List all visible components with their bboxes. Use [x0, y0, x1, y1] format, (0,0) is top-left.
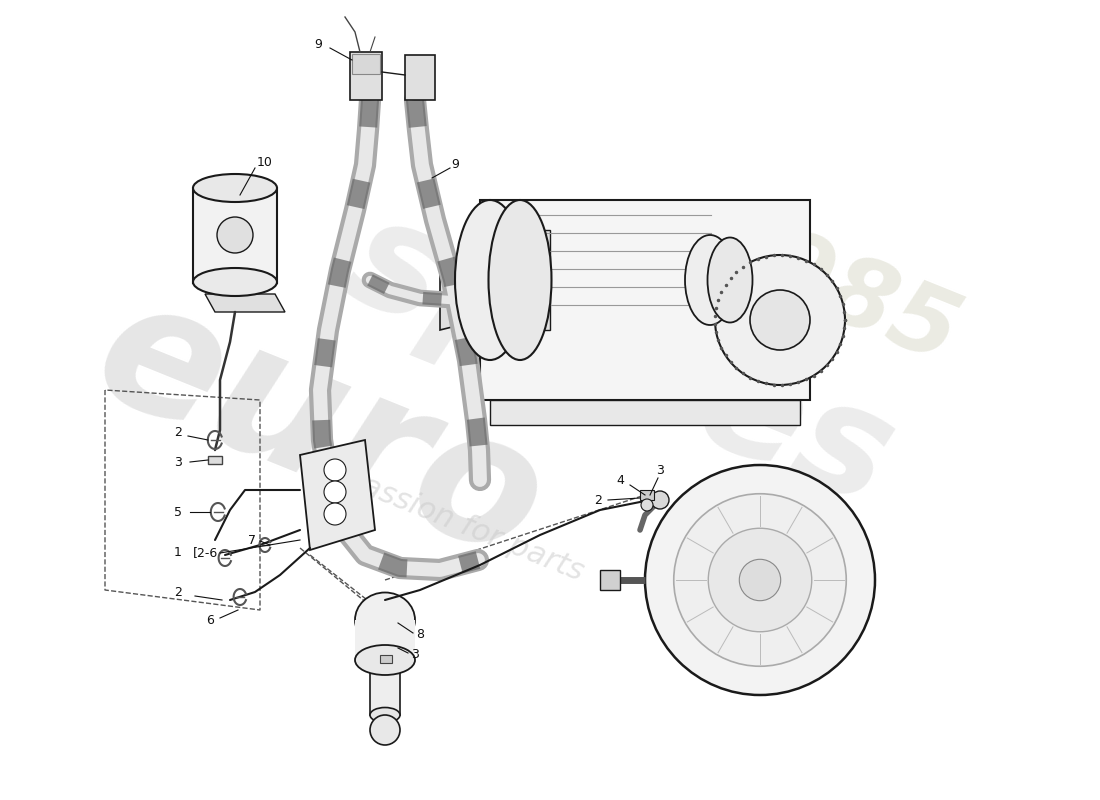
Ellipse shape — [685, 235, 735, 325]
Bar — [350, 52, 382, 100]
Polygon shape — [480, 230, 550, 330]
Text: [2-6: [2-6 — [192, 546, 218, 559]
Bar — [379, 655, 392, 663]
Text: 4: 4 — [616, 474, 624, 486]
Ellipse shape — [488, 200, 551, 360]
Circle shape — [651, 491, 669, 509]
Text: 3: 3 — [411, 649, 419, 662]
Text: 3: 3 — [656, 463, 664, 477]
Text: 2: 2 — [174, 426, 182, 439]
Circle shape — [673, 494, 846, 666]
Circle shape — [739, 559, 781, 601]
Circle shape — [370, 715, 400, 745]
Text: 6: 6 — [206, 614, 213, 626]
Text: 10: 10 — [257, 155, 273, 169]
Ellipse shape — [192, 174, 277, 202]
Circle shape — [641, 499, 653, 511]
Polygon shape — [300, 440, 375, 550]
Polygon shape — [440, 250, 480, 330]
Bar — [208, 456, 222, 464]
Bar — [405, 55, 435, 100]
Text: 1: 1 — [174, 546, 182, 559]
Text: a passion for parts: a passion for parts — [312, 454, 587, 586]
Circle shape — [324, 503, 346, 525]
Circle shape — [324, 459, 346, 481]
Bar — [370, 660, 400, 715]
Polygon shape — [205, 294, 285, 312]
Circle shape — [715, 255, 845, 385]
Ellipse shape — [355, 593, 415, 647]
Circle shape — [708, 528, 812, 632]
Text: 1985: 1985 — [688, 196, 972, 384]
Text: 2: 2 — [594, 494, 602, 506]
Ellipse shape — [370, 707, 400, 722]
Text: 3: 3 — [174, 455, 182, 469]
Text: 9: 9 — [451, 158, 459, 171]
Ellipse shape — [455, 200, 525, 360]
Text: 9: 9 — [315, 38, 322, 51]
Circle shape — [324, 481, 346, 503]
Ellipse shape — [192, 268, 277, 296]
Text: 7: 7 — [248, 534, 256, 546]
Text: spares: spares — [327, 183, 914, 537]
Bar — [352, 54, 379, 74]
Text: 5: 5 — [174, 506, 182, 518]
Bar — [355, 620, 415, 660]
Ellipse shape — [707, 238, 752, 322]
Polygon shape — [490, 400, 800, 425]
Text: 2: 2 — [174, 586, 182, 599]
Bar — [480, 200, 810, 400]
Circle shape — [645, 465, 874, 695]
Text: 8: 8 — [416, 629, 424, 642]
Bar — [192, 188, 277, 283]
Circle shape — [750, 290, 810, 350]
Ellipse shape — [355, 645, 415, 675]
Circle shape — [217, 217, 253, 253]
Bar — [640, 490, 654, 500]
Text: euro: euro — [72, 262, 568, 598]
Bar — [600, 570, 620, 590]
